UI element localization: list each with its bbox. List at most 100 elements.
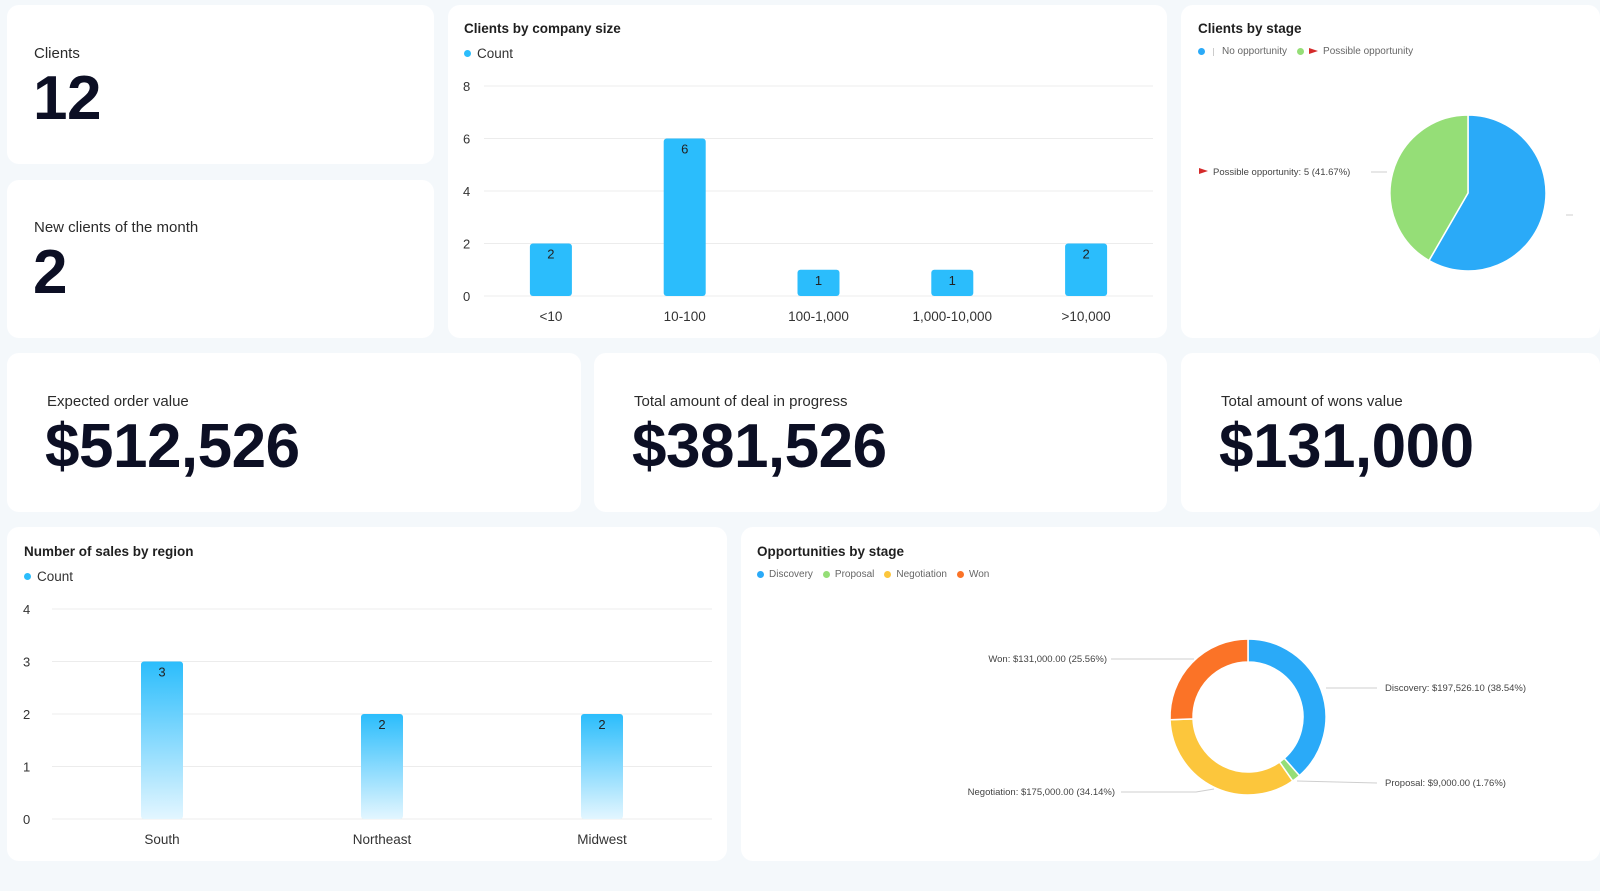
bar <box>663 138 706 296</box>
legend-label: Proposal <box>834 569 875 580</box>
bar-value-label: 2 <box>598 717 605 732</box>
expected-order-value: $512,526 <box>45 412 300 481</box>
opportunities-by-stage-title: Opportunities by stage <box>757 544 905 559</box>
bar <box>931 269 974 296</box>
clients-by-size-title: Clients by company size <box>464 21 621 36</box>
legend-item-proposal[interactable]: Proposal <box>822 569 875 580</box>
donut-label: Discovery: $197,526.10 (38.54%) <box>1385 683 1526 694</box>
opportunities-by-stage-chart: Discovery: $197,526.10 (38.54%) Proposal:… <box>968 638 1526 798</box>
y-tick-label: 0 <box>23 812 30 827</box>
legend-label: Discovery <box>769 569 813 580</box>
clients-by-size-legend[interactable]: Count <box>464 46 513 61</box>
circle-icon <box>1198 48 1205 55</box>
x-tick-label: Midwest <box>577 832 627 847</box>
legend-label: No opportunity <box>1222 46 1288 57</box>
circle-icon <box>884 571 892 578</box>
legend-label: Count <box>477 46 514 61</box>
bar <box>361 714 403 819</box>
x-tick-label: Northeast <box>353 832 412 847</box>
bar-value-label: 2 <box>378 717 385 732</box>
y-tick-label: 2 <box>23 707 30 722</box>
bar-value-label: 6 <box>681 142 688 157</box>
sales-by-region-card: Number of sales by region Count 0 1 2 3 4 3 So… <box>7 527 727 861</box>
flag-icon <box>1213 47 1214 56</box>
y-tick-label: 0 <box>463 289 470 304</box>
x-tick-label: 1,000-10,000 <box>913 309 993 324</box>
clients-label: Clients <box>34 45 80 62</box>
bar <box>529 243 572 296</box>
donut-label: Won: $131,000.00 (25.56%) <box>988 654 1107 665</box>
circle-icon <box>822 571 830 578</box>
bar-value-label: 2 <box>1082 247 1089 262</box>
circle-icon <box>956 571 964 578</box>
legend-item-no-opportunity[interactable]: No opportunity <box>1198 46 1287 57</box>
flag-icon <box>1199 168 1208 174</box>
deal-in-progress-value: $381,526 <box>632 412 887 481</box>
circle-icon <box>464 50 471 57</box>
legend-item-discovery[interactable]: Discovery <box>757 569 813 580</box>
bar-value-label: 2 <box>547 247 554 262</box>
clients-by-size-chart: 0 2 4 6 8 2 <10 6 10-100 1 100-1,000 1 1,000-10,000 2… <box>463 79 1153 324</box>
y-tick-label: 1 <box>23 760 30 775</box>
bar-value-label: 1 <box>949 273 956 288</box>
clients-by-stage-chart: Possible opportunity: 5 (41.67%) <box>1199 114 1573 272</box>
clients-value: 12 <box>33 64 101 133</box>
x-tick-label: 10-100 <box>664 309 706 324</box>
donut-slice <box>1169 638 1249 721</box>
pie-slice <box>1427 114 1547 272</box>
label-leader-line <box>1121 788 1215 793</box>
sales-by-region-legend[interactable]: Count <box>24 569 73 584</box>
y-tick-label: 8 <box>463 79 470 94</box>
new-clients-value: 2 <box>33 238 67 307</box>
legend-label: Count <box>37 569 74 584</box>
legend-item-negotiation[interactable]: Negotiation <box>884 569 947 580</box>
legend-item-possible-opportunity[interactable]: Possible opportunity <box>1297 46 1413 57</box>
wons-value-value: $131,000 <box>1219 412 1474 481</box>
donut-slice <box>1169 718 1294 796</box>
bar-value-label: 1 <box>815 273 822 288</box>
donut-label: Negotiation: $175,000.00 (34.14%) <box>968 787 1115 798</box>
y-tick-label: 3 <box>23 655 30 670</box>
y-tick-label: 2 <box>463 237 470 252</box>
bar <box>797 269 840 296</box>
flag-icon <box>1309 47 1319 54</box>
y-tick-label: 4 <box>23 602 30 617</box>
y-tick-label: 4 <box>463 184 470 199</box>
x-tick-label: 100-1,000 <box>788 309 849 324</box>
sales-by-region-chart: 0 1 2 3 4 3 South 2 Northeast 2 Midwest <box>23 602 712 847</box>
pie-slice <box>1389 114 1469 262</box>
circle-icon <box>1297 48 1305 55</box>
legend-item-won[interactable]: Won <box>956 569 989 580</box>
deal-in-progress-label: Total amount of deal in progress <box>634 393 848 410</box>
pie-label: Possible opportunity: 5 (41.67%) <box>1213 167 1350 178</box>
legend-label: Possible opportunity <box>1323 46 1414 57</box>
wons-value-label: Total amount of wons value <box>1221 393 1403 410</box>
circle-icon <box>24 573 31 580</box>
clients-by-stage-title: Clients by stage <box>1198 21 1302 36</box>
bar <box>581 714 623 819</box>
opportunities-by-stage-card: Opportunities by stage Discovery Proposa… <box>741 527 1600 861</box>
clients-by-stage-card: Clients by stage No opportunity Possible… <box>1181 5 1600 338</box>
wons-value-card: Total amount of wons value $131,000 <box>1181 353 1600 512</box>
sales-by-region-title: Number of sales by region <box>24 544 194 559</box>
x-tick-label: >10,000 <box>1062 309 1111 324</box>
legend-label: Negotiation <box>896 569 947 580</box>
bar <box>141 661 183 819</box>
donut-slice <box>1247 638 1327 777</box>
clients-by-stage-legend: No opportunity Possible opportunity <box>1198 46 1423 57</box>
bar <box>1065 243 1108 296</box>
new-clients-label: New clients of the month <box>34 219 199 236</box>
y-tick-label: 6 <box>463 132 470 147</box>
label-leader-line <box>1296 780 1378 784</box>
expected-order-card: Expected order value $512,526 <box>7 353 581 512</box>
expected-order-label: Expected order value <box>47 393 189 410</box>
opportunities-by-stage-legend: Discovery Proposal Negotiation Won <box>757 569 999 580</box>
x-tick-label: <10 <box>539 309 562 324</box>
bar-value-label: 3 <box>158 665 165 680</box>
deal-in-progress-card: Total amount of deal in progress $381,52… <box>594 353 1167 512</box>
donut-label: Proposal: $9,000.00 (1.76%) <box>1385 778 1506 789</box>
x-tick-label: South <box>144 832 179 847</box>
circle-icon <box>757 571 764 578</box>
new-clients-card: New clients of the month 2 <box>7 180 434 338</box>
clients-by-size-card: Clients by company size Count 0 2 4 6 8 2 <10 6… <box>448 5 1167 338</box>
